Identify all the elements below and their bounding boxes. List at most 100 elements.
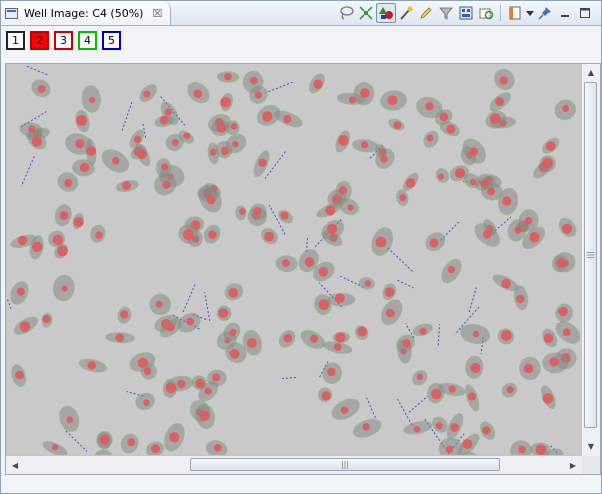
image-viewer[interactable]: ▲ ||| ▼ ◀ ||| ▶ <box>5 63 601 475</box>
cell-nucleus <box>489 113 501 124</box>
cell-nucleus <box>542 157 553 169</box>
cell-nucleus <box>239 208 246 215</box>
cell-nucleus <box>282 259 290 268</box>
cell-nucleus <box>230 122 238 130</box>
cell-nucleus <box>57 245 68 257</box>
channel-1-button[interactable]: 1 <box>6 31 25 50</box>
fiber-mark <box>126 391 144 397</box>
horizontal-scrollbar[interactable]: ◀ ||| ▶ <box>6 455 582 474</box>
fiber-mark <box>408 395 429 413</box>
gallery-icon[interactable] <box>456 3 476 23</box>
reset-zoom-icon[interactable] <box>476 3 496 23</box>
grip-icon: ||| <box>586 250 596 260</box>
cell-nucleus <box>31 136 43 147</box>
cell-nucleus <box>121 181 132 191</box>
fit-to-window-icon[interactable] <box>356 3 376 23</box>
cell-nucleus <box>487 187 496 196</box>
cell-nucleus <box>161 163 169 171</box>
cell-nucleus <box>429 238 439 248</box>
cell-nucleus <box>333 343 342 351</box>
cell-nucleus <box>32 241 43 253</box>
channel-selector: 1 2 3 4 5 <box>6 31 121 50</box>
fiber-mark <box>365 395 376 418</box>
cell-nucleus <box>385 308 395 318</box>
cell-nucleus <box>402 339 411 348</box>
cell-nucleus <box>310 334 319 343</box>
cell-nucleus <box>318 267 329 277</box>
cell-nucleus <box>437 173 445 180</box>
channel-4-label: 4 <box>84 34 91 47</box>
cell-nucleus <box>561 223 573 234</box>
channel-3-button[interactable]: 3 <box>54 31 73 50</box>
fiber-mark <box>268 204 286 235</box>
cell-nucleus <box>359 88 370 99</box>
cell-nucleus <box>165 382 177 394</box>
cell-nucleus <box>357 326 368 337</box>
dropdown-arrow-icon[interactable] <box>525 3 535 23</box>
lasso-icon[interactable] <box>336 3 356 23</box>
cell-nucleus <box>556 258 567 268</box>
cell-nucleus <box>87 360 97 370</box>
channel-5-button[interactable]: 5 <box>102 31 121 50</box>
cell-nucleus <box>28 125 36 133</box>
vertical-scroll-thumb[interactable]: ||| <box>584 82 597 428</box>
cell-nucleus <box>340 406 349 415</box>
scroll-down-icon[interactable]: ▼ <box>587 441 595 451</box>
cell-nucleus <box>448 385 456 393</box>
cell-nucleus <box>338 135 349 146</box>
channel-4-button[interactable]: 4 <box>78 31 97 50</box>
channel-2-label: 2 <box>36 34 43 47</box>
cell-nucleus <box>249 76 258 85</box>
fiber-mark <box>268 81 293 93</box>
view-menu-icon[interactable] <box>505 3 525 23</box>
show-objects-icon[interactable] <box>376 3 396 23</box>
cell-nucleus <box>399 194 407 202</box>
cell-nucleus <box>133 135 142 144</box>
scroll-left-icon[interactable]: ◀ <box>11 460 19 470</box>
fiber-mark <box>121 101 133 132</box>
cell-nucleus <box>246 338 257 349</box>
maximize-icon[interactable] <box>575 3 595 23</box>
cell-nucleus <box>216 123 227 133</box>
tab-well-image[interactable]: Well Image: C4 (50%) ☒ <box>1 1 171 25</box>
cell-nucleus <box>213 444 222 452</box>
cell-nucleus <box>127 438 136 447</box>
window-icon <box>5 7 18 19</box>
cell-nucleus <box>232 140 239 148</box>
edit-annotation-icon[interactable] <box>416 3 436 23</box>
cell-nucleus <box>549 357 559 367</box>
cell-nucleus <box>419 327 427 335</box>
toolbar-separator <box>500 5 501 21</box>
fiber-mark <box>264 151 286 180</box>
fiber-mark <box>306 235 309 252</box>
cell-nucleus <box>364 280 372 287</box>
scroll-up-icon[interactable]: ▲ <box>587 67 595 77</box>
cell-nucleus <box>212 373 221 382</box>
pin-icon[interactable] <box>535 3 555 23</box>
fiber-mark <box>340 275 366 289</box>
close-icon[interactable]: ☒ <box>152 6 163 20</box>
cell-nucleus <box>545 141 556 151</box>
cell-nucleus <box>495 97 504 106</box>
fiber-mark <box>386 246 413 272</box>
cell-nucleus <box>17 235 28 246</box>
cell-nucleus <box>413 425 421 433</box>
filter-icon[interactable] <box>436 3 456 23</box>
fiber-mark <box>7 299 12 309</box>
microscopy-image[interactable] <box>6 64 580 472</box>
cell-nucleus <box>304 257 315 267</box>
cell-nucleus <box>76 114 88 126</box>
fiber-mark <box>468 287 477 313</box>
cell-nucleus <box>425 102 434 111</box>
cell-nucleus <box>482 426 491 435</box>
vertical-scrollbar[interactable]: ▲ ||| ▼ <box>581 64 600 472</box>
highlight-wand-icon[interactable] <box>396 3 416 23</box>
cell-nucleus <box>206 195 216 205</box>
cell-nucleus <box>426 134 434 142</box>
horizontal-scroll-thumb[interactable]: ||| <box>190 458 500 471</box>
channel-2-button[interactable]: 2 <box>30 31 49 50</box>
scroll-right-icon[interactable]: ▶ <box>569 460 577 470</box>
cell-nucleus <box>19 321 31 332</box>
minimize-icon[interactable] <box>555 3 575 23</box>
fiber-mark <box>204 292 211 321</box>
